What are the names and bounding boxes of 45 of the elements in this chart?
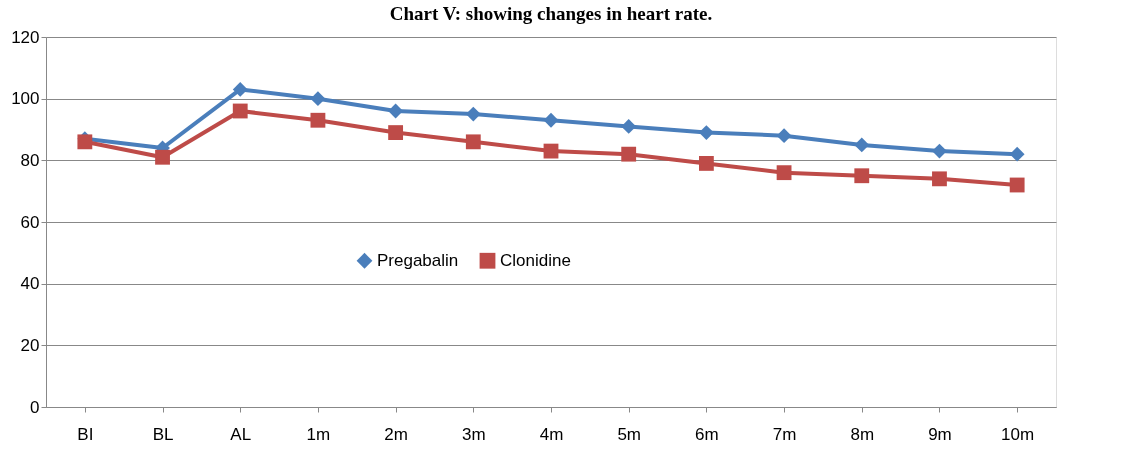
chart-title: Chart V: showing changes in heart rate. — [389, 3, 713, 24]
y-tick-label: 120 — [11, 27, 40, 47]
y-tick-label: 80 — [20, 150, 40, 170]
point — [388, 125, 404, 140]
x-tick-label: BI — [77, 424, 94, 444]
point — [1009, 177, 1025, 193]
point — [932, 171, 947, 187]
point — [465, 106, 481, 122]
point — [854, 137, 870, 153]
x-tick-label: 1m — [306, 424, 331, 444]
y-tick-label: 60 — [20, 212, 40, 232]
point — [543, 112, 559, 128]
x-tick-label: 10m — [1001, 424, 1035, 444]
x-tick-label: 4m — [539, 424, 564, 444]
x-tick-label: 3m — [462, 424, 486, 444]
point — [854, 168, 870, 184]
point — [698, 125, 714, 140]
x-tick-label: AL — [230, 424, 252, 444]
point — [310, 112, 326, 128]
legend-label: Pregabalin — [377, 250, 459, 270]
point — [465, 134, 481, 150]
x-tick-label: 2m — [384, 424, 408, 444]
x-tick-label: 6m — [695, 424, 719, 444]
point — [1009, 146, 1025, 162]
x-tick-label: 8m — [850, 424, 875, 444]
y-tick-label: 40 — [20, 274, 40, 294]
point — [776, 128, 792, 144]
point — [232, 103, 248, 119]
point — [232, 82, 248, 97]
point — [388, 103, 404, 119]
x-tick-label: 7m — [772, 424, 797, 444]
point — [776, 165, 792, 181]
point — [310, 91, 326, 107]
point — [621, 146, 637, 162]
x-tick-label: BL — [152, 424, 174, 444]
y-tick-label: 0 — [30, 397, 40, 417]
point — [155, 149, 170, 165]
point — [698, 156, 714, 171]
y-tick-label: 20 — [20, 335, 40, 355]
point — [932, 143, 947, 159]
x-tick-label: 9m — [928, 424, 952, 444]
x-tick-label: 5m — [617, 424, 641, 444]
legend-label: Clonidine — [500, 250, 571, 270]
point — [621, 119, 637, 134]
y-tick-label: 100 — [11, 89, 40, 109]
